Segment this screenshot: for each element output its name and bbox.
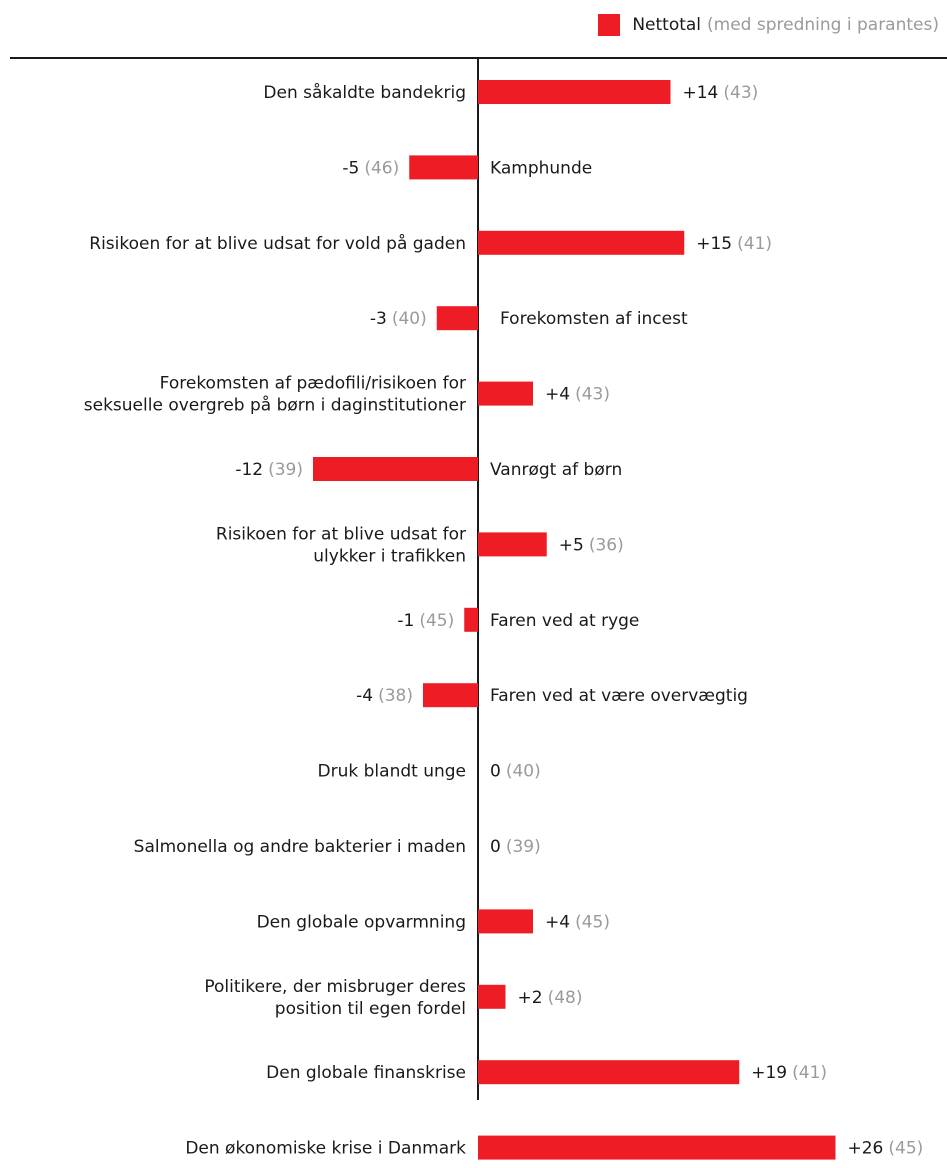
value-label: +2 (48) (518, 988, 583, 1008)
value-label-net: +14 (683, 83, 719, 103)
bar (478, 80, 671, 104)
value-label: +5 (36) (559, 535, 624, 555)
bar (423, 683, 478, 708)
bar (478, 381, 533, 406)
value-label-spread: (39) (268, 460, 303, 480)
category-label: Forekomsten af incest (500, 309, 688, 329)
value-label-net: +4 (545, 385, 570, 405)
value-label-net: +2 (518, 988, 543, 1008)
value-label-spread: (48) (548, 988, 583, 1008)
category-label: Forekomsten af pædofili/risikoen for seks… (84, 374, 466, 416)
value-label: -3 (40) (370, 309, 427, 329)
value-label-net: -12 (235, 460, 263, 480)
bar (478, 1135, 836, 1160)
bar (464, 607, 478, 632)
category-label: Risikoen for at blive udsat for ulykker i… (216, 524, 466, 566)
category-label: Risikoen for at blive udsat for vold på … (89, 233, 466, 254)
bar (436, 306, 478, 331)
value-label: -5 (46) (342, 158, 399, 178)
category-label-line: ulykker i trafikken (313, 546, 466, 566)
bar (478, 1060, 740, 1085)
category-label: Den globale opvarmning (257, 912, 466, 932)
value-label: 0 (39) (490, 837, 541, 857)
value-label-spread: (46) (364, 158, 399, 178)
category-label: Salmonella og andre bakterier i maden (134, 837, 466, 857)
category-label-line: Den såkaldte bandekrig (263, 82, 466, 103)
value-label-net: -1 (397, 611, 414, 631)
bar (478, 984, 506, 1009)
category-label: Den økonomiske krise i Danmark (185, 1139, 466, 1159)
value-label-spread: (41) (792, 1063, 827, 1083)
value-label: -1 (45) (397, 611, 454, 631)
category-label: Kamphunde (490, 158, 592, 178)
value-label-spread: (40) (506, 762, 541, 782)
category-label: Faren ved at være overvægtig (490, 686, 748, 706)
value-label-spread: (40) (392, 309, 427, 329)
bar (313, 457, 478, 481)
value-label-spread: (45) (419, 611, 454, 631)
category-label-line: seksuelle overgreb på børn i daginstitut… (84, 395, 466, 416)
value-label-spread: (39) (506, 837, 541, 857)
value-label: +4 (45) (545, 912, 610, 932)
legend-note: (med spredning i parantes) (707, 15, 939, 35)
bar (478, 230, 685, 255)
category-label-line: Salmonella og andre bakterier i maden (134, 837, 466, 857)
value-label-spread: (43) (723, 83, 758, 103)
bar (478, 532, 547, 557)
category-label: Den såkaldte bandekrig (263, 82, 466, 103)
value-label: +19 (41) (751, 1063, 827, 1083)
value-label-spread: (45) (575, 912, 610, 932)
category-label: Druk blandt unge (318, 762, 466, 782)
bar (409, 155, 478, 180)
category-label-line: Kamphunde (490, 158, 592, 178)
legend-series-name: Nettotal (632, 15, 702, 35)
category-label-line: Druk blandt unge (318, 762, 466, 782)
value-label: +15 (41) (696, 234, 772, 254)
category-label-line: position til egen fordel (275, 999, 466, 1019)
value-label-net: 0 (490, 762, 501, 782)
category-label: Den globale finanskrise (266, 1063, 466, 1083)
value-label-net: +26 (848, 1139, 884, 1159)
value-label-net: +5 (559, 535, 584, 555)
bar (478, 909, 533, 934)
category-label: Vanrøgt af børn (490, 460, 622, 480)
category-label-line: Vanrøgt af børn (490, 460, 622, 480)
category-label-line: Politikere, der misbruger deres (204, 977, 466, 997)
value-label: -4 (38) (356, 686, 413, 706)
category-label-line: Faren ved at være overvægtig (490, 686, 748, 706)
category-label-line: Risikoen for at blive udsat for vold på … (89, 233, 466, 254)
value-label: -12 (39) (235, 460, 303, 480)
value-label-spread: (43) (575, 385, 610, 405)
value-label-net: +15 (696, 234, 732, 254)
value-label-spread: (36) (589, 535, 624, 555)
value-label: 0 (40) (490, 762, 541, 782)
value-label-spread: (38) (378, 686, 413, 706)
value-label-spread: (41) (737, 234, 772, 254)
value-label-spread: (45) (888, 1139, 923, 1159)
category-label-line: Forekomsten af pædofili/risikoen for (160, 374, 466, 394)
legend-swatch (598, 14, 621, 36)
value-label-net: -3 (370, 309, 387, 329)
value-label-net: 0 (490, 837, 501, 857)
category-label: Faren ved at ryge (490, 611, 639, 631)
category-label-line: Faren ved at ryge (490, 611, 639, 631)
value-label-net: +19 (751, 1063, 787, 1083)
category-label: Politikere, der misbruger deres position … (204, 977, 466, 1019)
category-label-line: Den globale opvarmning (257, 912, 466, 932)
value-label-net: -4 (356, 686, 373, 706)
category-label-line: Den globale finanskrise (266, 1063, 466, 1083)
value-label: +14 (43) (683, 83, 759, 103)
category-label-line: Risikoen for at blive udsat for (216, 524, 466, 544)
value-label: +26 (45) (848, 1139, 924, 1159)
category-label-line: Forekomsten af incest (500, 309, 688, 329)
value-label: +4 (43) (545, 385, 610, 405)
category-label-line: Den økonomiske krise i Danmark (185, 1139, 466, 1159)
value-label-net: -5 (342, 158, 359, 178)
value-label-net: +4 (545, 912, 570, 932)
legend: Nettotal (med spredning i parantes) (598, 14, 939, 36)
